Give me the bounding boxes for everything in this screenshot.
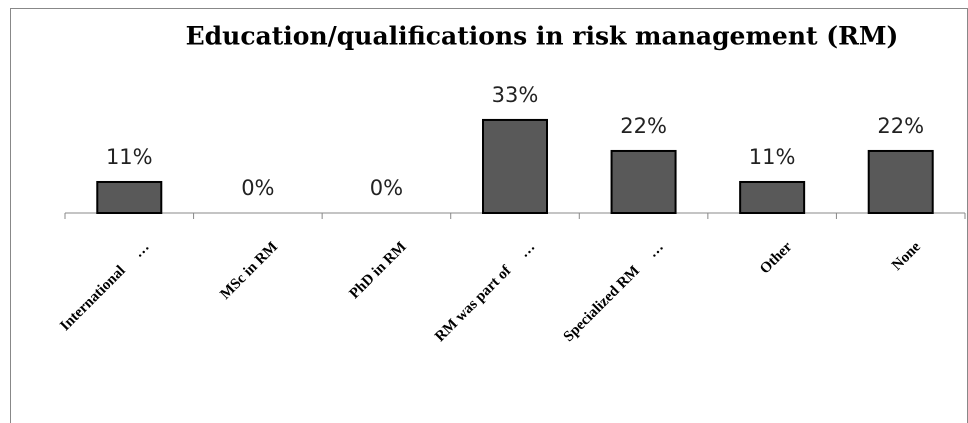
data-label: 33%	[492, 83, 539, 107]
chart-border	[10, 8, 968, 423]
x-tick-label: MSc in RM	[217, 239, 281, 303]
x-tick-label: Other	[757, 239, 796, 278]
x-tick-label: International …	[57, 239, 152, 334]
data-label: 0%	[370, 176, 403, 200]
data-label: 11%	[106, 145, 153, 169]
data-label: 11%	[749, 145, 796, 169]
data-label: 0%	[241, 176, 274, 200]
bar	[867, 149, 934, 215]
bar	[482, 118, 548, 214]
x-tick-label: RM was part of …	[432, 239, 538, 345]
data-label: 22%	[620, 114, 667, 138]
x-tick-label: None	[889, 239, 924, 274]
data-label: 22%	[877, 114, 924, 138]
bar	[739, 180, 806, 214]
bar	[96, 180, 163, 214]
chart-title: Education/qualifications in risk managem…	[186, 22, 899, 51]
bar	[610, 149, 677, 215]
x-tick-label: PhD in RM	[347, 239, 410, 302]
x-tick-label: Specialized RM …	[561, 239, 667, 345]
